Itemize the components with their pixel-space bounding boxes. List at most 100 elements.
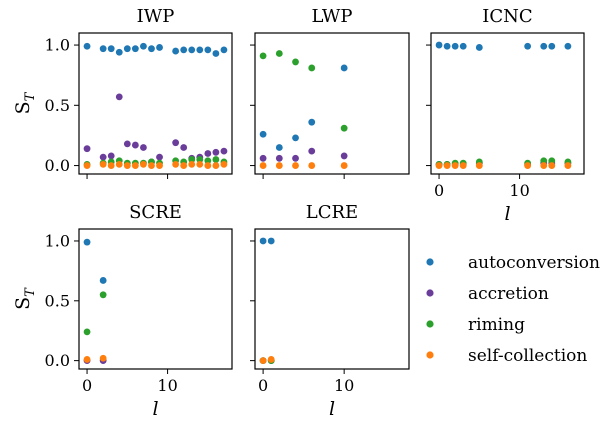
data-point xyxy=(564,42,572,50)
data-point xyxy=(435,162,443,169)
data-point xyxy=(220,46,228,54)
x-tick-label: 0 xyxy=(258,376,268,395)
data-point xyxy=(123,162,131,169)
panel-scre: SCRE 0.0 0.5 1.0 0 10 l xyxy=(45,202,233,420)
data-point xyxy=(340,124,348,132)
data-point xyxy=(259,357,267,365)
data-point xyxy=(156,162,163,169)
data-point xyxy=(212,156,220,163)
series-self-collection xyxy=(83,354,107,363)
legend: autoconversion accretion riming self-collec… xyxy=(426,253,600,366)
data-point xyxy=(548,162,556,169)
x-tick-label: 0 xyxy=(82,376,92,395)
panel-title: LWP xyxy=(311,6,352,27)
data-point xyxy=(292,154,299,162)
data-point xyxy=(131,45,139,53)
data-point xyxy=(83,238,91,246)
data-point xyxy=(148,162,155,169)
data-point xyxy=(156,153,163,161)
data-point xyxy=(196,160,204,168)
data-point xyxy=(83,145,91,153)
series-accretion xyxy=(83,93,228,166)
x-axis-label: l xyxy=(329,398,335,420)
legend-marker xyxy=(426,351,434,359)
data-point xyxy=(548,42,556,50)
data-point xyxy=(292,162,299,169)
panel-iwp: IWP 0.0 0.5 1.0 xyxy=(45,6,233,179)
data-point xyxy=(212,50,220,57)
data-point xyxy=(99,153,107,161)
y-axis-label: ST xyxy=(12,91,38,114)
data-point xyxy=(204,150,212,157)
data-point xyxy=(259,237,267,245)
data-point xyxy=(212,148,220,156)
data-point xyxy=(259,162,267,169)
data-point xyxy=(99,45,107,53)
data-point xyxy=(180,144,188,151)
data-point xyxy=(220,160,228,168)
data-point xyxy=(115,160,123,168)
data-point xyxy=(267,356,275,363)
series-riming xyxy=(83,291,107,336)
data-point xyxy=(308,147,316,155)
data-point xyxy=(459,42,467,50)
data-point xyxy=(435,41,443,49)
legend-label: riming xyxy=(468,315,525,335)
plot-frame xyxy=(430,32,585,175)
data-point xyxy=(140,42,147,50)
data-point xyxy=(196,156,204,163)
y-tick-label: 1.0 xyxy=(45,231,70,250)
y-axis-label: ST xyxy=(12,287,38,310)
legend-label: self-collection xyxy=(468,346,587,366)
data-point xyxy=(259,52,267,60)
data-point xyxy=(220,147,228,155)
data-point xyxy=(172,139,180,147)
series-autoconversion xyxy=(83,238,107,284)
data-point xyxy=(292,134,299,142)
data-point xyxy=(275,162,283,169)
data-point xyxy=(180,162,188,169)
data-point xyxy=(172,47,180,55)
data-point xyxy=(308,118,316,126)
data-point xyxy=(275,50,283,57)
data-point xyxy=(540,157,548,165)
y-tick-label: 0.0 xyxy=(45,156,70,175)
data-point xyxy=(188,46,196,54)
y-tick-label: 0.5 xyxy=(45,96,70,115)
data-point xyxy=(115,93,123,101)
x-tick-label: 10 xyxy=(334,376,354,395)
data-point xyxy=(204,46,212,54)
data-point xyxy=(275,144,283,151)
data-point xyxy=(548,157,556,165)
series-riming xyxy=(259,50,348,132)
y-tick-label: 0.5 xyxy=(45,291,70,310)
legend-marker xyxy=(426,258,434,266)
data-point xyxy=(99,277,107,284)
series-self-collection xyxy=(259,356,275,365)
data-point xyxy=(451,162,459,169)
series-autoconversion xyxy=(259,64,348,151)
plot-frame xyxy=(78,32,233,175)
panel-icnc: ICNC 0 10 l xyxy=(426,6,585,225)
legend-marker xyxy=(426,320,434,328)
data-point xyxy=(140,144,147,151)
data-point xyxy=(148,45,155,53)
data-point xyxy=(475,162,483,169)
data-point xyxy=(172,160,180,168)
legend-label: autoconversion xyxy=(468,253,600,273)
series-autoconversion xyxy=(259,237,275,245)
x-axis-label: l xyxy=(152,398,158,420)
data-point xyxy=(131,141,139,149)
series-self-collection xyxy=(83,160,228,169)
legend-label: accretion xyxy=(468,284,549,304)
data-point xyxy=(99,354,107,362)
panel-lcre: LCRE 0 10 l xyxy=(250,202,410,420)
data-point xyxy=(99,291,107,299)
x-tick-label: 10 xyxy=(157,376,177,395)
data-point xyxy=(107,162,115,169)
data-point xyxy=(83,328,91,336)
data-point xyxy=(204,162,212,169)
data-point xyxy=(180,46,188,54)
series-autoconversion xyxy=(435,41,572,51)
